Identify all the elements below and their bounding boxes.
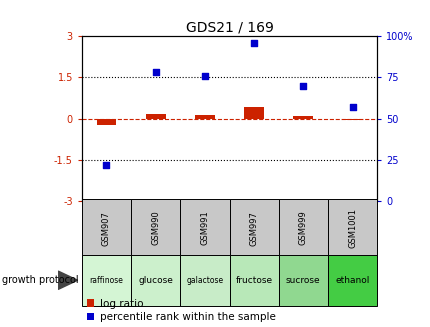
FancyBboxPatch shape: [131, 199, 180, 257]
Text: glucose: glucose: [138, 276, 173, 285]
Text: GSM999: GSM999: [298, 211, 307, 246]
Text: fructose: fructose: [235, 276, 272, 285]
FancyBboxPatch shape: [180, 255, 229, 306]
Legend: log ratio, percentile rank within the sample: log ratio, percentile rank within the sa…: [87, 299, 275, 322]
Point: [299, 83, 306, 88]
FancyBboxPatch shape: [327, 199, 376, 257]
Text: raffinose: raffinose: [89, 276, 123, 285]
FancyBboxPatch shape: [82, 199, 131, 257]
FancyBboxPatch shape: [229, 255, 278, 306]
Bar: [244, 107, 263, 118]
FancyBboxPatch shape: [131, 255, 180, 306]
Text: ethanol: ethanol: [335, 276, 369, 285]
Bar: [342, 118, 362, 120]
Text: GSM907: GSM907: [102, 211, 111, 246]
Bar: [96, 118, 116, 125]
Text: GSM991: GSM991: [200, 211, 209, 246]
Point: [348, 104, 355, 110]
Bar: [293, 116, 313, 118]
Text: sucrose: sucrose: [286, 276, 320, 285]
FancyBboxPatch shape: [278, 199, 327, 257]
Bar: [195, 115, 214, 118]
FancyBboxPatch shape: [327, 255, 376, 306]
Title: GDS21 / 169: GDS21 / 169: [185, 21, 273, 35]
FancyBboxPatch shape: [278, 255, 327, 306]
Text: GSM997: GSM997: [249, 211, 258, 246]
FancyBboxPatch shape: [82, 255, 131, 306]
Polygon shape: [58, 271, 77, 289]
Text: GSM1001: GSM1001: [347, 208, 356, 248]
FancyBboxPatch shape: [229, 199, 278, 257]
Text: GSM990: GSM990: [151, 211, 160, 246]
Text: growth protocol: growth protocol: [2, 275, 79, 284]
Point: [250, 40, 257, 45]
Point: [103, 162, 110, 167]
Text: galactose: galactose: [186, 276, 223, 285]
Point: [152, 70, 159, 75]
FancyBboxPatch shape: [180, 199, 229, 257]
Bar: [145, 113, 165, 118]
Point: [201, 73, 208, 78]
